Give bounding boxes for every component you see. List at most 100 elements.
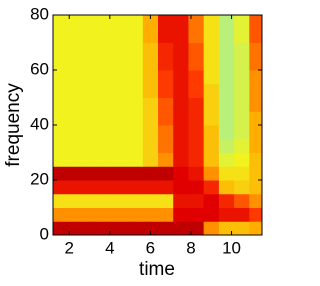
heatmap-cell [112,125,128,139]
heatmap-cell [234,15,250,29]
page: {"chart_data": {"type": "heatmap", "x_la… [0,0,264,281]
heatmap-cell [188,166,204,180]
heatmap-cell [97,153,113,167]
heatmap-cell [67,98,83,112]
heatmap-cell [97,125,113,139]
heatmap-cell [234,208,250,222]
heatmap-cell [97,194,113,208]
y-tick-label: 60 [30,59,49,78]
x-axis-label: time [139,259,175,280]
heatmap-cell [82,84,98,98]
heatmap-cell [204,153,220,167]
heatmap-cell [188,43,204,57]
heatmap-cell [234,70,250,84]
heatmap-cell [67,194,83,208]
heatmap-cell [67,43,83,57]
heatmap-cell [51,125,67,139]
heatmap-cell [51,166,67,180]
heatmap-cell [97,139,113,153]
heatmap-cell [82,15,98,29]
heatmap-cell [82,180,98,194]
heatmap-cell [188,194,204,208]
heatmap-cell [128,208,144,222]
heatmap-cell [188,56,204,70]
heatmap-cell [173,221,189,235]
heatmap-cell [67,139,83,153]
heatmap-cell [204,208,220,222]
heatmap-cell [97,221,113,235]
heatmap-cell [97,70,113,84]
heatmap-cell [112,208,128,222]
heatmap-cell [112,194,128,208]
heatmap-cell [112,98,128,112]
heatmap-cell [204,29,220,43]
heatmap-cell [219,194,235,208]
heatmap-cell [51,208,67,222]
heatmap-cell [188,70,204,84]
heatmap-cell [97,15,113,29]
heatmap-cell [234,139,250,153]
heatmap-cell [234,43,250,57]
heatmap-cell [112,43,128,57]
heatmap-cell [143,180,159,194]
heatmap-cell [51,43,67,57]
heatmap-cell [158,166,174,180]
heatmap-cell [173,111,189,125]
heatmap-cell [67,29,83,43]
heatmap-cell [82,111,98,125]
heatmap-cell [97,84,113,98]
heatmap-cell [82,208,98,222]
heatmap-cell [173,29,189,43]
heatmap-cell [143,70,159,84]
heatmap-cell [67,84,83,98]
heatmap-cell [82,29,98,43]
heatmap-cell [204,180,220,194]
heatmap-cell [128,166,144,180]
heatmap-cell [204,56,220,70]
heatmap-cell [204,98,220,112]
heatmap-cell [51,29,67,43]
heatmap-cell [51,221,67,235]
heatmap-cell [158,194,174,208]
heatmap-cell [158,221,174,235]
heatmap-cell [128,98,144,112]
heatmap-cell [67,70,83,84]
heatmap-cell [143,139,159,153]
heatmap-cell [204,166,220,180]
heatmap-cell [82,221,98,235]
x-tick-label: 2 [64,238,73,257]
heatmap-cell [143,125,159,139]
heatmap-cell [234,153,250,167]
y-tick-label: 80 [30,4,49,23]
heatmap-cell [82,153,98,167]
heatmap-cell [158,125,174,139]
heatmap-cell [188,111,204,125]
y-tick-label: 40 [30,114,49,133]
heatmap-cell [173,56,189,70]
heatmap-cell [143,43,159,57]
heatmap-cell [173,70,189,84]
heatmap-cell [97,98,113,112]
heatmap-cell [234,166,250,180]
heatmap-cell [51,98,67,112]
heatmap-cell [82,56,98,70]
heatmap-cell [143,111,159,125]
heatmap-cell [219,29,235,43]
heatmap-cell [219,125,235,139]
heatmap-cell [97,56,113,70]
heatmap-cell [51,56,67,70]
x-tick-label: 10 [222,238,241,257]
heatmap-cell [97,208,113,222]
heatmap-cell [173,98,189,112]
heatmap-cell [173,43,189,57]
heatmap-cell [82,43,98,57]
heatmap-cell [97,43,113,57]
heatmap-cell [143,84,159,98]
heatmap-cell [51,139,67,153]
heatmap-cell [158,111,174,125]
heatmap-cell [234,56,250,70]
heatmap-cell [97,111,113,125]
heatmap-cell [173,15,189,29]
heatmap-cell [173,84,189,98]
heatmap-cell [204,84,220,98]
